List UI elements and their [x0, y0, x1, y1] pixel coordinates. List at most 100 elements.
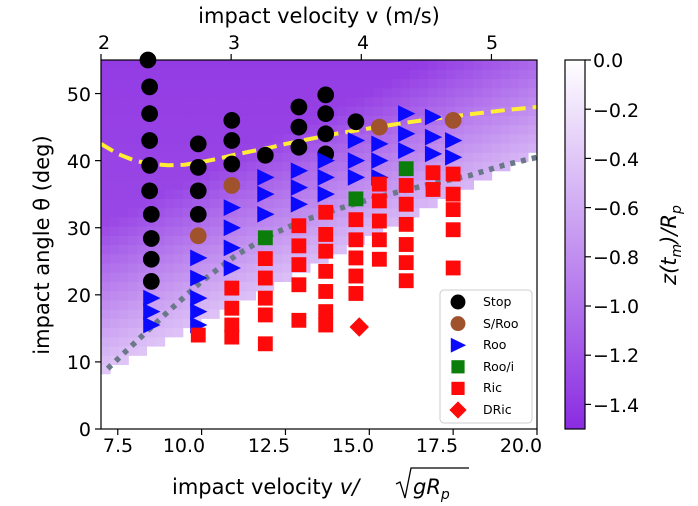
heatmap-cell	[355, 60, 366, 70]
heatmap-cell	[300, 207, 311, 218]
heatmap-cell	[119, 309, 129, 319]
y-axis-title-text: impact angle θ (deg)	[30, 135, 54, 354]
heatmap-cell	[400, 78, 411, 89]
heatmap-cell	[237, 262, 247, 273]
ric-marker	[291, 218, 307, 234]
heatmap-cell	[110, 69, 120, 80]
heatmap-cell	[200, 96, 211, 107]
legend-label-sroo: S/Roo	[483, 316, 519, 331]
heatmap-cell	[128, 309, 138, 319]
heatmap-cell	[346, 78, 356, 89]
heatmap-cell	[110, 244, 120, 255]
heatmap-cell	[210, 152, 220, 163]
heatmap-cell	[191, 244, 202, 255]
heatmap-cell	[328, 69, 338, 80]
heatmap-cell	[246, 198, 257, 209]
x-axis-title-main: impact velocity	[172, 475, 340, 499]
heatmap-cell	[182, 309, 193, 319]
heatmap-cell	[237, 115, 247, 126]
heatmap-cell	[264, 115, 275, 126]
heatmap-cell	[273, 244, 284, 255]
heatmap-cell	[128, 133, 138, 144]
heatmap-cell	[282, 272, 293, 282]
heatmap-cell	[246, 133, 257, 144]
legend-label-stop: Stop	[483, 294, 511, 309]
y-tick-label: 0	[79, 419, 91, 441]
heatmap-cell	[101, 281, 111, 292]
svg-text:gRp: gRp	[413, 475, 450, 503]
heatmap-cell	[219, 189, 229, 199]
heatmap-cell	[119, 355, 129, 366]
heatmap-cell	[155, 216, 166, 227]
roo-marker	[445, 132, 463, 149]
heatmap-cell	[219, 69, 229, 80]
heatmap-cell	[482, 124, 493, 135]
heatmap-cell	[509, 133, 520, 144]
heatmap-cell	[155, 170, 166, 181]
heatmap-cell	[527, 106, 537, 116]
heatmap-cell	[164, 143, 175, 153]
heatmap-cell	[446, 69, 456, 80]
heatmap-cell	[500, 106, 511, 116]
heatmap-cell	[155, 226, 166, 236]
heatmap-cell	[164, 253, 175, 264]
heatmap-cell	[210, 96, 220, 107]
heatmap-cell	[101, 226, 111, 236]
heatmap-cell	[491, 115, 502, 126]
ric-marker	[398, 255, 414, 271]
colorbar-tick-label: −0.4	[593, 149, 639, 171]
heatmap-cell	[482, 115, 493, 126]
heatmap-cell	[101, 309, 111, 319]
ric-marker	[318, 227, 334, 242]
heatmap-cell	[273, 96, 284, 107]
heatmap-cell	[473, 78, 484, 89]
heatmap-cell	[101, 179, 111, 190]
roo-marker	[143, 289, 161, 307]
roo-marker	[223, 219, 241, 237]
roo-marker	[257, 169, 275, 186]
heatmap-cell	[400, 96, 411, 107]
heatmap-cell	[291, 87, 302, 98]
heatmap-cell	[246, 170, 257, 181]
heatmap-cell	[391, 179, 402, 190]
roo-marker	[223, 259, 241, 277]
legend-marker-roo-i	[451, 360, 465, 374]
heatmap-cell	[319, 253, 329, 264]
heatmap-cell	[309, 115, 320, 126]
heatmap-cell	[101, 161, 111, 172]
heatmap-cell	[273, 106, 284, 116]
heatmap-cell	[373, 96, 384, 107]
heatmap-cell	[382, 78, 393, 89]
heatmap-cell	[246, 216, 257, 227]
x-tick-label: 7.5	[103, 435, 133, 457]
heatmap-cell	[119, 189, 129, 199]
heatmap-cell	[255, 143, 266, 153]
heatmap-cell	[518, 69, 529, 80]
heatmap-cell	[182, 226, 193, 236]
heatmap-cell	[128, 216, 138, 227]
colorbar-tick-label: −1.2	[593, 345, 639, 367]
heatmap-cell	[246, 87, 257, 98]
heatmap-cell	[137, 318, 148, 329]
ric-marker	[398, 216, 414, 232]
ric-marker	[445, 202, 461, 218]
roo-marker	[424, 128, 443, 146]
roo-i-marker	[257, 230, 273, 246]
heatmap-cell	[246, 179, 257, 190]
heatmap-cell	[309, 143, 320, 153]
heatmap-cell	[309, 198, 320, 209]
heatmap-cell	[110, 309, 120, 319]
heatmap-cell	[119, 161, 129, 172]
heatmap-cell	[237, 253, 247, 264]
heatmap-cell	[110, 216, 120, 227]
heatmap-cell	[101, 87, 111, 98]
heatmap-cell	[437, 170, 447, 181]
heatmap-cell	[446, 60, 456, 70]
heatmap-cell	[228, 60, 238, 70]
heatmap-cell	[146, 336, 157, 347]
heatmap-cell	[128, 170, 138, 181]
heatmap-cell	[191, 124, 202, 135]
y-axis-title: impact angle θ (deg)	[30, 135, 54, 354]
heatmap-cell	[464, 143, 475, 153]
heatmap-cell	[255, 106, 266, 116]
